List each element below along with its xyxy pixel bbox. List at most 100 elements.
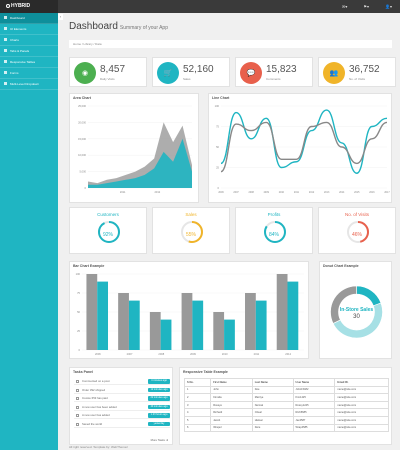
nav-icon xyxy=(4,82,7,85)
donut-center-label: In-Store Sales xyxy=(340,307,374,313)
sidebar-item-4[interactable]: Responsive Tables xyxy=(0,57,58,68)
task-time-badge: 12 minutes ago xyxy=(148,387,170,392)
checkbox-icon[interactable] xyxy=(76,422,79,426)
sidebar-item-label: Charts xyxy=(10,38,19,42)
ring-card-1: Sales 55% xyxy=(152,207,230,254)
table-row: 5 Jacob Hielsar Jac4587 name@site.com xyxy=(183,415,389,425)
task-item[interactable]: A new user has been added 40 minutes ago xyxy=(74,404,170,411)
tasks-title: Tasks Panel xyxy=(73,370,93,374)
stat-circle: 🛒 xyxy=(157,62,179,84)
y-tick-label: 75 xyxy=(77,291,80,295)
task-time-badge: 40 minutes ago xyxy=(148,404,170,409)
bar xyxy=(149,312,161,350)
progress-ring xyxy=(347,221,369,243)
nav-icon xyxy=(4,60,7,63)
sidebar-item-6[interactable]: Multi-Level Dropdown xyxy=(0,79,58,90)
bar xyxy=(287,281,299,350)
task-item[interactable]: A new user has added 1.23 hours ago xyxy=(74,412,170,419)
area-chart: 0 5,000 10,000 15,000 20,000 25,000 2011 2012 xyxy=(78,104,192,194)
table-cell: Kim1425 xyxy=(292,393,336,402)
sidebar-item-1[interactable]: UI Elements xyxy=(0,24,58,35)
more-tasks-link[interactable]: More Tasks ➜ xyxy=(151,438,168,442)
ring-percent: 46% xyxy=(351,232,362,238)
checkbox-icon[interactable] xyxy=(76,397,79,400)
ring-progress xyxy=(181,221,203,243)
y-tick-label: 5,000 xyxy=(80,170,87,174)
ring-percent: 92% xyxy=(102,232,113,238)
area-series-1 xyxy=(88,138,192,188)
table-cell: Jacob xyxy=(210,415,253,425)
sidebar-item-3[interactable]: Tabs & Panels xyxy=(0,46,58,57)
line-series-1 xyxy=(220,121,388,173)
y-tick-label: 50 xyxy=(77,310,80,314)
sidebar-item-label: Tabs & Panels xyxy=(10,49,30,53)
user-icon[interactable]: 👤▾ xyxy=(385,4,392,9)
nav-icon xyxy=(4,27,7,30)
breadcrumb[interactable]: Home / Library / Data xyxy=(69,40,392,48)
x-tick-label: 2010 xyxy=(222,352,228,356)
task-item[interactable]: Commented on a post 4 minutes ago xyxy=(74,378,170,385)
table-cell: John xyxy=(210,385,253,395)
task-item[interactable]: Invoice 653 has paid 22 minutes ago xyxy=(74,395,170,402)
stat-card-2: 💬 15,823 Comments xyxy=(235,57,313,87)
table-panel: Responsive Table Example S No. First Name… xyxy=(179,367,392,445)
x-tick-label: 2011 xyxy=(254,352,260,356)
brand-icon xyxy=(6,4,10,8)
task-time-badge: 4 minutes ago xyxy=(148,379,170,384)
stat-value: 52,160 xyxy=(183,64,214,75)
task-time-badge: yesterday xyxy=(148,421,170,426)
brand-logo[interactable]: HYBRID xyxy=(0,0,58,13)
table-cell: Rich5685 xyxy=(292,408,336,417)
table-cell: 5 xyxy=(183,415,212,425)
bar xyxy=(213,312,225,350)
table-row: 4 Richard Orieal Rich5685 name@site.com xyxy=(183,408,389,417)
bar xyxy=(97,281,109,350)
stat-card-3: 👥 36,752 No. of Visits xyxy=(318,57,396,87)
sidebar-toggle-icon[interactable]: ‹ xyxy=(58,14,63,20)
bar xyxy=(86,274,98,350)
task-item[interactable]: Saved the world yesterday xyxy=(74,421,170,428)
column-header: User Name xyxy=(292,378,336,387)
x-tick-label: 2007 xyxy=(127,352,133,356)
checkbox-icon[interactable] xyxy=(76,388,79,392)
table-title: Responsive Table Example xyxy=(183,370,228,374)
table-cell: Doe xyxy=(251,385,294,395)
nav-icon xyxy=(4,71,7,74)
stat-label: Sales xyxy=(183,77,191,81)
table-header-row: S No. First Name Last Name User Name Email I… xyxy=(183,378,389,387)
column-header: Last Name xyxy=(251,378,294,387)
stat-label: Comments xyxy=(266,77,281,81)
bar-chart-title: Bar Chart Example xyxy=(73,264,105,268)
y-tick-label: 10,000 xyxy=(78,153,86,157)
table-cell: John15482 xyxy=(292,385,336,395)
sidebar-item-0[interactable]: Dashboard xyxy=(0,13,58,24)
flag-icon[interactable]: ⚑▾ xyxy=(363,4,369,9)
stat-card-1: 🛒 52,160 Sales xyxy=(152,57,230,87)
task-text: Invoice 653 has paid xyxy=(82,396,108,400)
bar-chart-panel: Bar Chart Example 0 25 50 75 100 2006 2007 2008… xyxy=(69,261,309,359)
sidebar-item-5[interactable]: Forms xyxy=(0,68,58,79)
footer: All right reserved. Template by: WebThem… xyxy=(69,445,128,449)
ring-title: Profits xyxy=(267,212,281,217)
column-header: Email ID. xyxy=(334,378,389,387)
table-cell: 4 xyxy=(183,408,212,417)
eye-icon: ◉ xyxy=(81,70,89,77)
x-tick-label: 2009 xyxy=(190,352,196,356)
x-tick-label: 2012 xyxy=(285,352,291,356)
area-chart-title: Area Chart xyxy=(73,96,91,100)
envelope-icon[interactable]: ✉▾ xyxy=(342,4,348,9)
table-cell: name@site.com xyxy=(334,423,389,433)
x-tick-label: 2007 xyxy=(233,191,239,194)
y-tick-label: 75 xyxy=(216,125,219,129)
checkbox-icon[interactable] xyxy=(76,414,79,417)
checkbox-icon[interactable] xyxy=(76,380,79,383)
sidebar-item-2[interactable]: Charts xyxy=(0,35,58,46)
task-time-badge: 1.23 hours ago xyxy=(148,413,170,418)
table-cell: name@site.com xyxy=(334,415,389,425)
arrow-right-icon: ➜ xyxy=(165,438,168,442)
checkbox-icon[interactable] xyxy=(76,405,79,409)
table-cell: name@site.com xyxy=(334,408,389,417)
main-content: Dashboard Summary of your App Home / Libr… xyxy=(63,13,400,450)
task-item[interactable]: Order 392 shipped 12 minutes ago xyxy=(74,387,170,394)
task-text: Commented on a post xyxy=(82,379,110,383)
